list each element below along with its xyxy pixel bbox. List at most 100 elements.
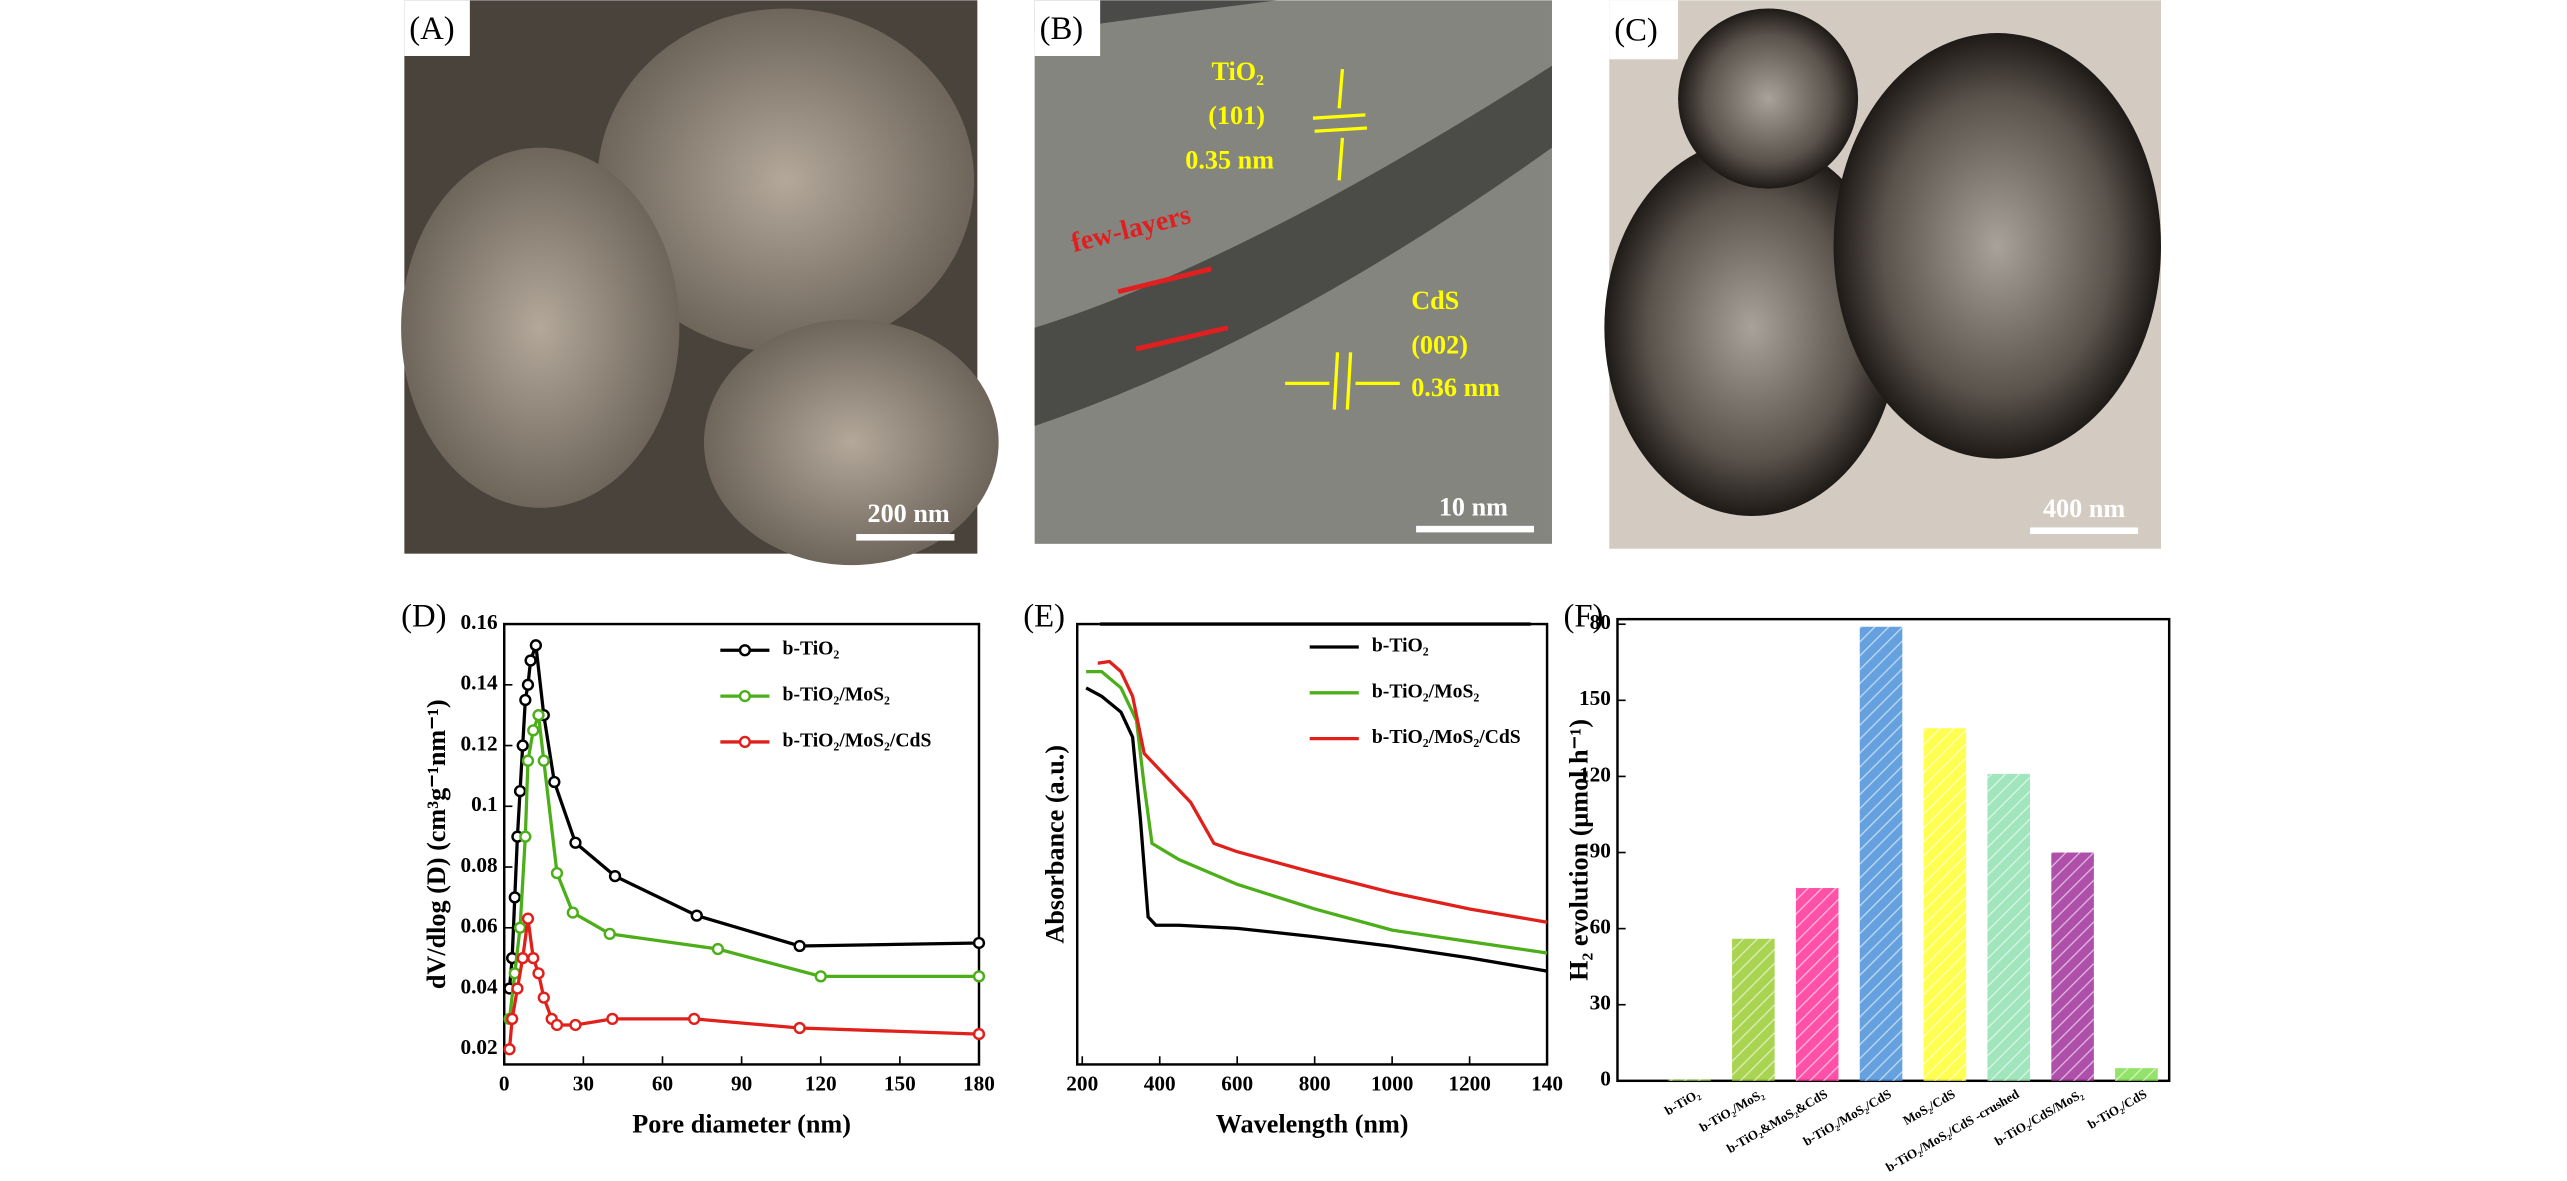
x-axis-label: Wavelength (nm) [1216, 1110, 1409, 1139]
y-tick-label: 0.16 [460, 610, 498, 634]
fringe-line [1312, 113, 1366, 120]
legend-marker [738, 689, 752, 703]
point [606, 1012, 619, 1026]
fringe-line [1345, 352, 1353, 410]
legend-label: b-TiO₂/MoS₂ [1372, 680, 1479, 702]
particle [1678, 8, 1859, 189]
panel-label: (E) [1023, 599, 1065, 635]
annotation: CdS [1411, 286, 1459, 315]
point [690, 909, 703, 922]
y-tick-label: 0.04 [460, 974, 498, 998]
legend-marker [738, 644, 752, 657]
legend-label: b-TiO₂ [783, 638, 840, 660]
bar-hatch [1732, 938, 1775, 1081]
marker-line [1135, 325, 1229, 352]
point [521, 912, 535, 925]
particle [597, 8, 975, 353]
point [603, 927, 616, 940]
fringe-line [1332, 352, 1340, 410]
y-tick-label: 30 [1590, 991, 1611, 1015]
point [521, 754, 535, 767]
bar-hatch [1668, 1079, 1711, 1081]
series-line [507, 714, 979, 1020]
series-line [1085, 686, 1548, 973]
scale-bar [856, 534, 955, 541]
y-tick-label: 90 [1590, 838, 1611, 862]
point [608, 870, 622, 883]
panel-label: (C) [1614, 13, 1658, 49]
particle [703, 319, 999, 566]
point [503, 1043, 516, 1056]
y-tick-label: 150 [1579, 686, 1611, 710]
point [513, 921, 527, 934]
point [793, 939, 806, 953]
scale-bar-label: 400 nm [2043, 494, 2125, 523]
scale-bar [1416, 525, 1534, 533]
panel-c: (C) 400 nm [1604, 0, 2161, 549]
point [519, 830, 532, 843]
bar-hatch [2051, 852, 2094, 1081]
point [521, 678, 535, 691]
arrow [1337, 137, 1345, 181]
panel-label: (D) [401, 599, 446, 635]
point [529, 639, 543, 652]
x-tick-label: 60 [652, 1072, 673, 1096]
x-tick-label: 140 [1531, 1072, 1563, 1096]
bar-hatch [1859, 626, 1903, 1081]
annotation: (101) [1208, 101, 1265, 130]
point [566, 906, 579, 919]
x-tick-label: 150 [884, 1072, 916, 1096]
y-axis-label: Absorbance (a.u.) [1041, 745, 1070, 944]
series-line [1097, 659, 1548, 924]
point [506, 1012, 519, 1026]
arrow [1337, 68, 1345, 109]
point [569, 836, 582, 849]
y-tick-label: 0.12 [460, 731, 497, 755]
y-axis-label: dV/dlog (D) (cm³g⁻¹nm⁻¹) [422, 699, 451, 989]
point [516, 739, 529, 752]
y-tick-label: 0.08 [460, 853, 497, 877]
label-box [404, 0, 470, 56]
bar-hatch [1923, 728, 1967, 1081]
point [972, 1027, 986, 1041]
scale-bar-label: 10 nm [1439, 492, 1508, 521]
point [550, 866, 564, 880]
point [972, 970, 986, 983]
point [548, 775, 561, 789]
particle [1604, 139, 1900, 517]
series-line [1086, 669, 1548, 955]
annotation: 0.35 nm [1185, 145, 1274, 174]
lattice [1034, 65, 1552, 426]
series-line [507, 918, 980, 1050]
panel-label: (F) [1563, 599, 1603, 635]
x-tick-label: 600 [1221, 1072, 1253, 1096]
x-tick-label: 1200 [1448, 1072, 1491, 1096]
label-box [1609, 0, 1679, 60]
x-tick-label: b-TiO₂/CdS [2085, 1086, 2149, 1132]
x-tick-label: 0 [499, 1072, 510, 1096]
particle [401, 147, 680, 508]
y-tick-label: 60 [1590, 915, 1611, 939]
bar-hatch [1795, 888, 1839, 1081]
annotation: TiO₂ [1211, 57, 1264, 86]
point [519, 693, 532, 707]
panel-a: (A) 200 nm [401, 0, 999, 566]
y-tick-label: 0.02 [460, 1035, 497, 1059]
panel-label: (B) [1040, 11, 1084, 47]
y-tick-label: 0.1 [471, 792, 498, 816]
annotation: (002) [1411, 330, 1468, 359]
x-tick-label: 800 [1299, 1072, 1331, 1096]
x-tick-label: 30 [573, 1072, 594, 1096]
point [532, 709, 545, 722]
point [527, 952, 540, 965]
plot-frame [1075, 622, 1549, 1066]
scale-bar-label: 200 nm [867, 499, 949, 528]
fringe-line [1314, 126, 1368, 133]
point [687, 1012, 701, 1026]
point [527, 724, 540, 737]
x-tick-label: 180 [963, 1072, 995, 1096]
x-tick-label: 90 [731, 1072, 752, 1096]
point [511, 982, 524, 995]
bar-hatch [2115, 1068, 2158, 1081]
point [569, 1018, 582, 1032]
